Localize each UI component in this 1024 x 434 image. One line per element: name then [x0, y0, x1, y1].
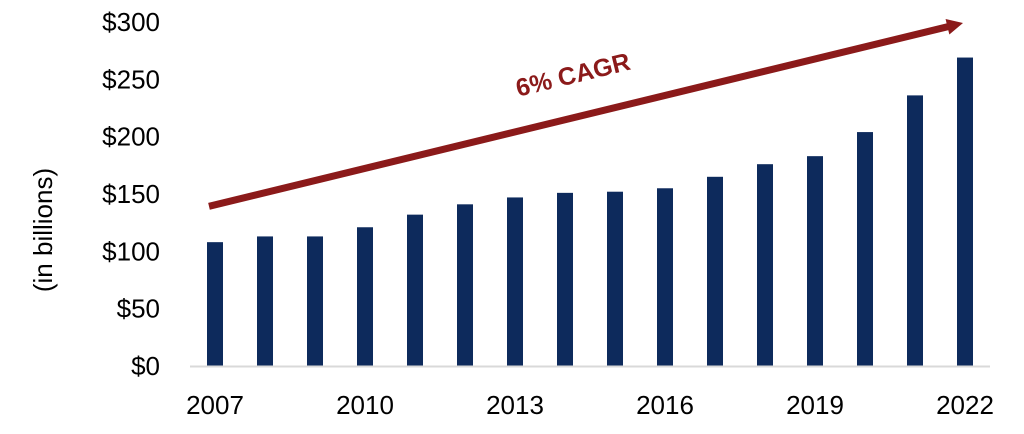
bar — [907, 95, 923, 367]
cagr-annotation: 6% CAGR — [208, 19, 963, 210]
cagr-arrow-line — [208, 22, 951, 210]
bars — [207, 57, 973, 367]
x-axis: 2007 2010 2013 2016 2019 2022 — [186, 390, 994, 420]
bar — [257, 236, 273, 366]
y-axis-title: (in billions) — [28, 168, 58, 292]
bar — [807, 156, 823, 366]
cagr-arrow-head — [945, 19, 963, 35]
bar — [507, 197, 523, 366]
bar — [757, 164, 773, 366]
cagr-label: 6% CAGR — [513, 48, 633, 103]
x-tick-label: 2013 — [486, 390, 544, 420]
x-tick-label: 2022 — [936, 390, 994, 420]
bar — [557, 192, 573, 366]
bar — [657, 188, 673, 366]
x-tick-label: 2016 — [636, 390, 694, 420]
y-tick-label: $100 — [102, 236, 160, 266]
bar — [307, 236, 323, 366]
bar — [607, 191, 623, 366]
bar — [707, 176, 723, 366]
x-tick-label: 2019 — [786, 390, 844, 420]
bar — [957, 57, 973, 367]
y-tick-label: $50 — [117, 294, 160, 324]
y-axis: $0 $50 $100 $150 $200 $250 $300 — [102, 7, 160, 381]
y-tick-label: $250 — [102, 64, 160, 94]
bar — [357, 227, 373, 366]
bar — [857, 132, 873, 366]
bar — [207, 242, 223, 366]
y-tick-label: $300 — [102, 7, 160, 37]
bar — [457, 204, 473, 366]
bar — [407, 214, 423, 366]
y-tick-label: $0 — [131, 351, 160, 381]
x-tick-label: 2007 — [186, 390, 244, 420]
y-tick-label: $200 — [102, 122, 160, 152]
y-tick-label: $150 — [102, 179, 160, 209]
x-tick-label: 2010 — [336, 390, 394, 420]
